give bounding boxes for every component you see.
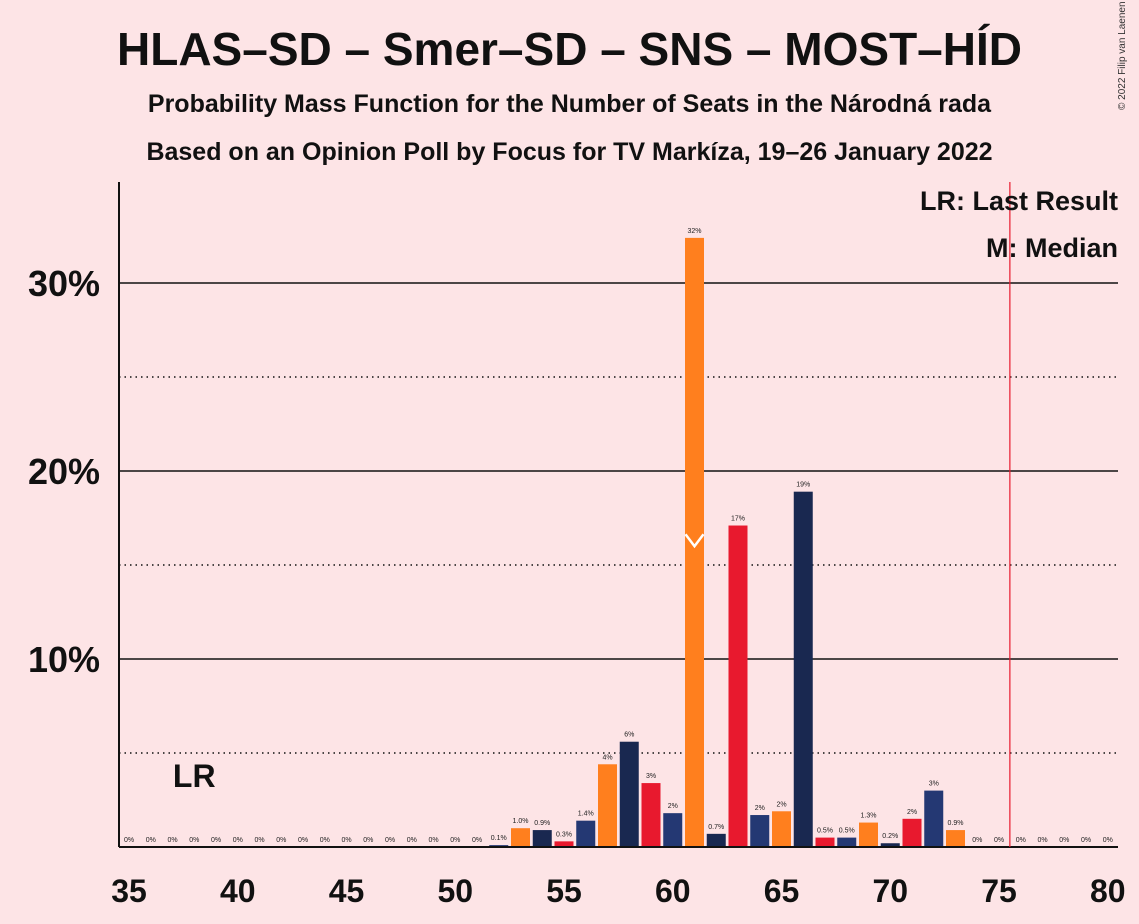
x-tick-label: 50 [437,873,473,909]
bar-value-label: 0.5% [817,828,833,835]
bar-value-label: 32% [687,228,701,235]
bar [750,815,770,847]
bar-value-label: 17% [731,516,745,523]
y-tick-label: 20% [28,451,100,492]
bar-value-label: 0% [211,837,221,844]
bar [554,841,574,847]
bar-value-label: 0.1% [491,835,507,842]
y-tick-label: 10% [28,639,100,680]
bar-value-label: 19% [796,482,810,489]
bar-value-label: 0% [254,837,264,844]
bar [837,837,857,847]
y-tick-label: 30% [28,263,100,304]
bar [641,783,661,847]
bar-value-label: 0% [146,837,156,844]
bar [859,822,878,847]
chart-title: HLAS–SD – Smer–SD – SNS – MOST–HÍD [117,23,1022,75]
bar [924,790,944,847]
bar [902,818,922,847]
x-tick-label: 55 [546,873,582,909]
x-tick-label: 80 [1090,873,1126,909]
last-result-label: LR [173,758,216,794]
bar [511,828,530,847]
bar-value-label: 0% [385,837,395,844]
bar [772,811,791,847]
bar-value-label: 3% [929,781,939,788]
x-tick-label: 45 [329,873,365,909]
bar-value-label: 0% [124,837,134,844]
bar-value-label: 2% [776,801,786,808]
annotations: LR LR: Last Result M: Median [173,182,1118,847]
bar-value-label: 0% [320,837,330,844]
x-tick-label: 65 [764,873,800,909]
bar-value-label: 0% [341,837,351,844]
x-tick-label: 35 [111,873,147,909]
bar-value-label: 0% [450,837,460,844]
bar-value-label: 0% [472,837,482,844]
bar-value-label: 2% [755,805,765,812]
bar-value-label: 0% [1081,837,1091,844]
bar [576,820,596,847]
bar-value-label: 0% [1016,837,1026,844]
bar-value-label: 2% [907,809,917,816]
legend-last-result: LR: Last Result [920,186,1118,216]
bar [532,830,552,847]
bar-value-label: 6% [624,732,634,739]
bar-value-label: 0.5% [839,828,855,835]
bar-value-label: 0% [1103,837,1113,844]
axes: 10% 20% 30% 35 40 45 50 55 60 65 70 75 80 [28,182,1126,909]
bar-value-label: 0% [1059,837,1069,844]
gridlines [119,282,1118,754]
bar-value-label: 0% [994,837,1004,844]
bar [685,237,704,847]
bar [793,491,813,847]
median-marker [684,533,705,549]
bar-value-label: 0% [167,837,177,844]
bars [489,237,965,847]
chart-subtitle-source: Based on an Opinion Poll by Focus for TV… [146,138,993,166]
bar-value-label: 4% [602,754,612,761]
x-tick-label: 40 [220,873,256,909]
bar-value-label: 0.7% [708,824,724,831]
chart-subtitle: Probability Mass Function for the Number… [147,90,992,118]
bar-value-label: 0% [276,837,286,844]
x-tick-label: 75 [981,873,1017,909]
bar-value-label: 1.0% [513,818,529,825]
bar-value-label: 0% [1037,837,1047,844]
bar-value-label: 0% [298,837,308,844]
bar [815,837,835,847]
bar-value-label: 1.3% [861,813,877,820]
bar-value-label: 0.9% [534,820,550,827]
bar [706,833,726,847]
bar-value-label: 0.2% [882,833,898,840]
bar-value-label: 0.9% [948,820,964,827]
x-tick-label: 70 [872,873,908,909]
bar [663,813,683,847]
bar-value-label: 2% [668,803,678,810]
bar [728,525,748,847]
bar-value-label: 0% [363,837,373,844]
bar-value-label: 0% [972,837,982,844]
bar-value-label: 3% [646,773,656,780]
bar-value-label: 0% [189,837,199,844]
bar-value-label: 0% [428,837,438,844]
bar-value-label: 0.3% [556,831,572,838]
x-tick-label: 60 [655,873,691,909]
legend-median: M: Median [986,233,1118,263]
bar-value-label: 0% [407,837,417,844]
bar [946,830,965,847]
bar [880,843,900,847]
bar-labels: 0% 0% 0% 0% 0% 0% 0% 0% 0% 0% 0% 0% 0% 0% 0% 0% 0% 0.1% 1.… [124,228,1113,844]
bar [619,741,639,847]
bar [598,764,617,847]
bar-value-label: 1.4% [578,811,594,818]
bar-value-label: 0% [233,837,243,844]
